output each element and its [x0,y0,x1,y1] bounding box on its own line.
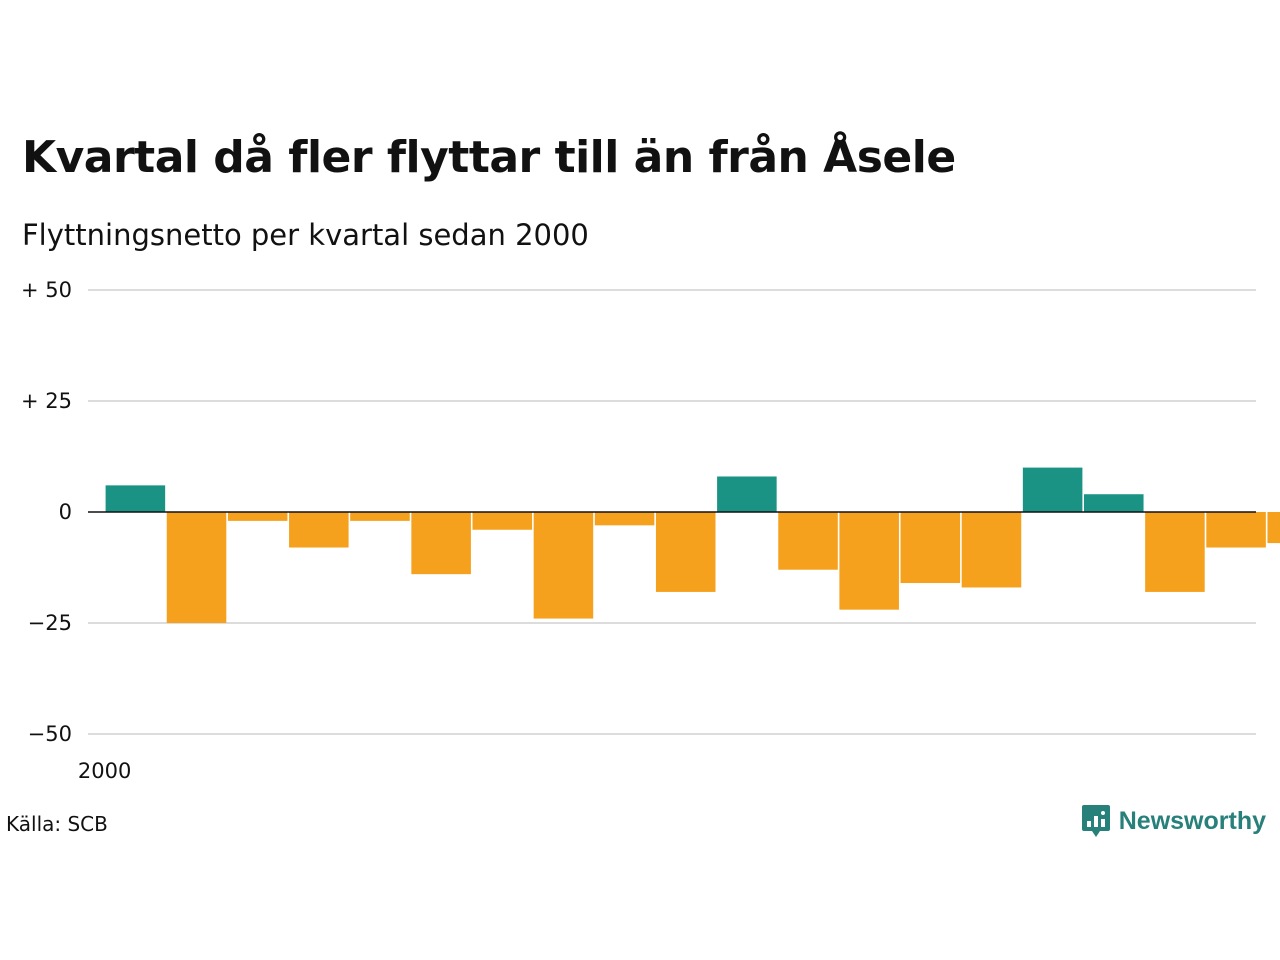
x-axis-ticks: 20002005201020152020 [78,759,131,783]
gridlines [88,289,1256,735]
y-tick-label: −25 [28,611,72,635]
y-tick-label: + 25 [21,389,72,413]
bar [105,485,166,512]
bar [594,512,655,526]
bar [1206,512,1266,548]
x-tick-label: 2000 [78,759,131,783]
bar [472,512,533,530]
bar [717,476,777,512]
bar [961,512,1022,588]
bar [533,512,594,619]
source-note: Källa: SCB [6,812,108,836]
y-tick-label: −50 [28,722,72,746]
chart-title: Kvartal då fler flyttar till än från Åse… [22,132,956,183]
brand-name: Newsworthy [1118,806,1266,835]
bar [289,512,349,548]
bar [411,512,471,575]
bar-chart-speech-bubble-icon [1081,805,1110,837]
bar-chart: + 50 + 25 0 −25 −50 20002005201020152020 [21,278,1280,783]
y-tick-label: 0 [59,500,72,524]
y-tick-label: + 50 [21,278,72,302]
bar [350,512,410,521]
bar [655,512,716,592]
bar [1084,494,1144,512]
y-axis-ticks: + 50 + 25 0 −25 −50 [21,278,72,746]
bars [105,467,1280,623]
bar [1022,467,1083,512]
bar [1267,512,1280,544]
bar [1145,512,1205,592]
bar [839,512,899,610]
bar [900,512,961,584]
chart-subtitle: Flyttningsnetto per kvartal sedan 2000 [22,218,589,252]
brand-logo: Newsworthy [1081,804,1266,838]
bar [778,512,838,570]
bar [227,512,288,521]
bar [166,512,227,623]
